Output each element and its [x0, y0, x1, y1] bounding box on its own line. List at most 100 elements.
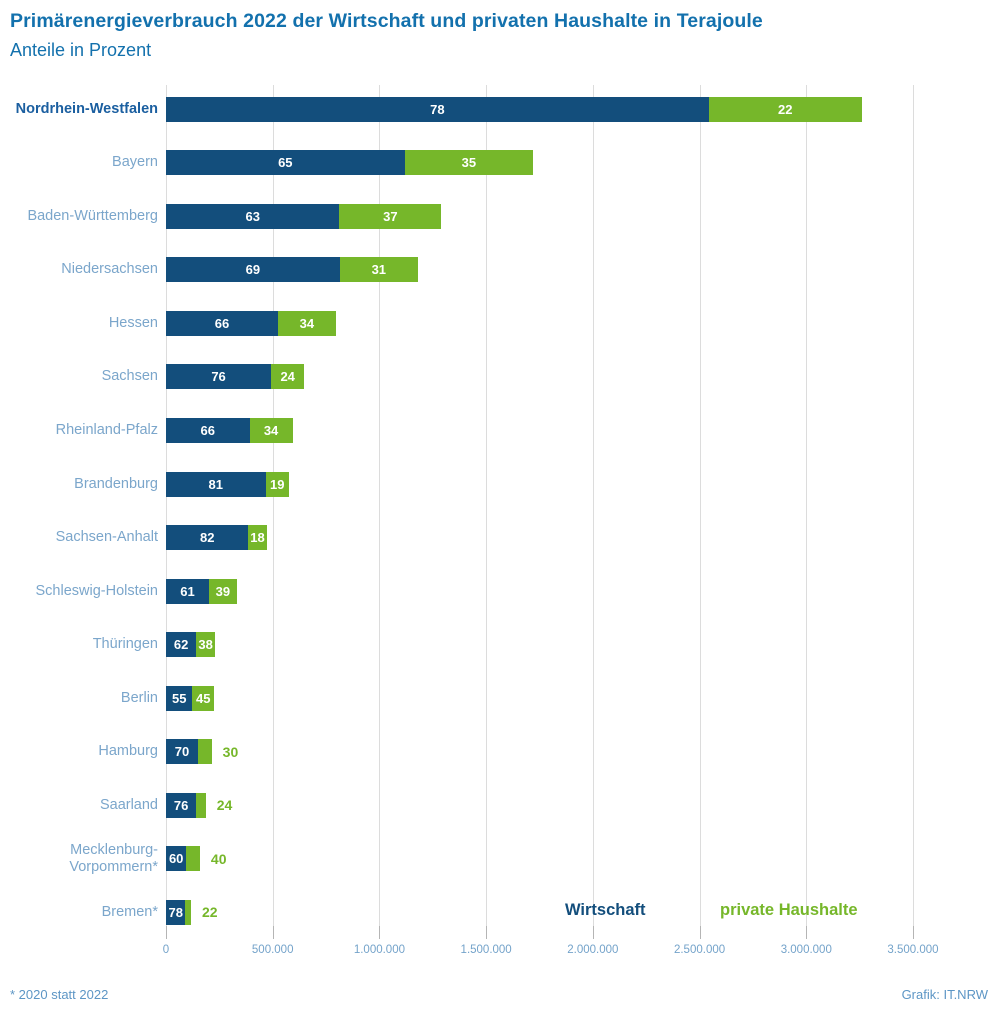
state-label: Nordrhein-Westfalen — [15, 100, 158, 117]
axis-tick-label: 0 — [162, 944, 170, 956]
bar-row: 60 — [166, 846, 200, 872]
haushalte-value: 39 — [215, 583, 231, 599]
wirtschaft-value: 81 — [208, 476, 224, 492]
wirtschaft-value: 60 — [168, 851, 184, 867]
wirtschaft-value: 76 — [173, 797, 189, 813]
state-label: Saarland — [99, 796, 158, 813]
legend-private-haushalte: private Haushalte — [720, 901, 858, 919]
state-label: Mecklenburg- Vorpommern* — [69, 841, 158, 875]
axis-tick-label: 3.500.000 — [887, 944, 939, 956]
axis-tick — [592, 926, 594, 939]
haushalte-segment: 24 — [271, 364, 305, 390]
bar-row: 63 37 — [166, 203, 442, 229]
wirtschaft-segment: 63 — [166, 203, 340, 229]
axis-tick — [913, 926, 914, 939]
haushalte-segment: 34 — [249, 417, 293, 443]
wirtschaft-segment: 78 — [166, 899, 186, 925]
axis-tick — [166, 926, 167, 939]
bar-row: 66 34 — [166, 310, 336, 336]
wirtschaft-value: 82 — [199, 530, 215, 546]
wirtschaft-segment: 76 — [166, 792, 197, 818]
bar-row: 69 31 — [166, 257, 418, 283]
bar-row: 78 — [166, 899, 191, 925]
bar-row: 62 38 — [166, 632, 215, 658]
wirtschaft-segment: 69 — [166, 257, 340, 283]
wirtschaft-value: 66 — [200, 422, 215, 438]
wirtschaft-segment: 82 — [166, 525, 249, 551]
gridline — [592, 85, 594, 931]
bar-row: 55 45 — [166, 685, 215, 711]
wirtschaft-value: 55 — [171, 690, 187, 706]
axis-tick-label: 3.000.000 — [780, 944, 832, 956]
wirtschaft-segment: 61 — [166, 578, 210, 604]
haushalte-segment — [196, 792, 206, 818]
haushalte-value: 38 — [198, 637, 213, 653]
haushalte-segment: 45 — [192, 685, 215, 711]
state-label: Sachsen-Anhalt — [55, 529, 158, 546]
wirtschaft-segment: 62 — [166, 632, 197, 658]
footnote: * 2020 statt 2022 — [10, 987, 109, 1002]
state-label: Baden-Württemberg — [27, 207, 158, 224]
haushalte-segment: 19 — [265, 471, 289, 497]
haushalte-segment: 38 — [196, 632, 215, 658]
gridline — [699, 85, 701, 931]
wirtschaft-value: 66 — [214, 315, 230, 331]
wirtschaft-value: 78 — [430, 101, 445, 117]
wirtschaft-value: 61 — [180, 583, 195, 599]
wirtschaft-value: 63 — [245, 208, 260, 224]
wirtschaft-segment: 81 — [166, 471, 266, 497]
bar-row: 76 24 — [166, 364, 305, 390]
axis-tick-label: 500.000 — [251, 944, 294, 956]
gridline — [379, 85, 381, 931]
wirtschaft-segment: 66 — [166, 417, 250, 443]
state-label: Bremen* — [101, 903, 158, 920]
haushalte-value: 35 — [461, 155, 477, 171]
axis-tick-label: 2.500.000 — [673, 944, 726, 956]
haushalte-segment: 39 — [209, 578, 237, 604]
credit: Grafik: IT.NRW — [901, 987, 988, 1002]
legend-wirtschaft: Wirtschaft — [565, 901, 646, 919]
haushalte-segment: 22 — [708, 96, 862, 122]
haushalte-segment: 34 — [277, 310, 336, 336]
haushalte-segment — [185, 899, 191, 925]
state-label: Brandenburg — [74, 475, 158, 492]
wirtschaft-segment: 78 — [166, 96, 709, 122]
axis-tick — [379, 926, 381, 939]
state-label: Niedersachsen — [61, 261, 158, 278]
wirtschaft-segment: 60 — [166, 846, 187, 872]
wirtschaft-segment: 70 — [166, 739, 198, 765]
bar-row: 70 — [166, 739, 212, 765]
haushalte-value-outside: 22 — [201, 904, 218, 921]
haushalte-segment: 37 — [339, 203, 442, 229]
haushalte-value: 24 — [280, 369, 295, 385]
gridline — [913, 85, 914, 931]
haushalte-value: 31 — [371, 262, 387, 278]
wirtschaft-value: 62 — [173, 637, 189, 653]
state-label: Berlin — [120, 689, 158, 706]
gridline — [272, 85, 274, 931]
state-label: Sachsen — [101, 368, 158, 385]
axis-tick — [272, 926, 274, 939]
axis-tick — [806, 926, 808, 939]
state-label: Schleswig-Holstein — [35, 582, 159, 599]
axis-tick-label: 2.000.000 — [567, 944, 619, 956]
haushalte-value: 34 — [263, 422, 279, 438]
wirtschaft-value: 78 — [168, 904, 183, 920]
gridline — [486, 85, 488, 931]
haushalte-value: 18 — [250, 530, 265, 546]
haushalte-segment — [186, 846, 200, 872]
wirtschaft-value: 69 — [245, 262, 261, 278]
axis-tick — [699, 926, 701, 939]
wirtschaft-segment: 65 — [166, 150, 405, 176]
wirtschaft-value: 65 — [278, 155, 293, 171]
wirtschaft-segment: 66 — [166, 310, 278, 336]
haushalte-value: 37 — [383, 208, 398, 224]
gridline — [806, 85, 808, 931]
bar-row: 66 34 — [166, 417, 293, 443]
axis-tick — [486, 926, 488, 939]
wirtschaft-value: 70 — [174, 744, 190, 760]
state-label: Rheinland-Pfalz — [55, 421, 158, 438]
haushalte-segment: 35 — [404, 150, 534, 176]
wirtschaft-segment: 55 — [166, 685, 193, 711]
